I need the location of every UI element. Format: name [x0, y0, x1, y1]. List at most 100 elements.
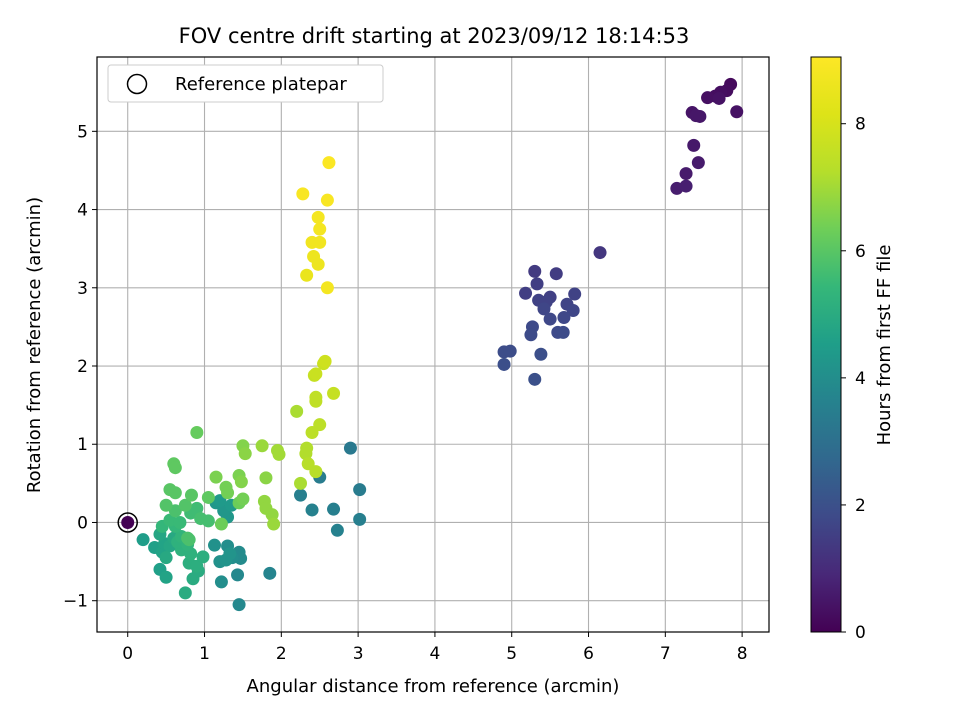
colorbar-gradient — [810, 56, 842, 633]
x-tick-label: 2 — [276, 644, 287, 664]
x-tick-label: 5 — [506, 644, 517, 664]
x-tick-label: 8 — [737, 644, 748, 664]
data-point — [537, 302, 551, 316]
data-point — [236, 492, 250, 506]
data-point — [503, 344, 517, 358]
colorbar-ticks: 0 2 4 6 8 — [841, 115, 866, 643]
x-tick-label: 7 — [660, 644, 671, 664]
data-point — [311, 210, 325, 224]
colorbar-label: Hours from first FF file — [874, 245, 895, 446]
data-point — [534, 347, 548, 361]
x-tick-label: 1 — [199, 644, 210, 664]
colorbar-tick-label: 6 — [855, 242, 866, 262]
y-axis-label: Rotation from reference (arcmin) — [24, 197, 45, 493]
y-axis-ticks: −1 0 1 2 3 4 5 — [63, 122, 97, 612]
colorbar-tick-label: 8 — [855, 115, 866, 135]
data-point — [121, 515, 135, 529]
data-point — [214, 575, 228, 589]
x-axis-ticks: 0 1 2 3 4 5 6 7 8 — [122, 632, 748, 664]
y-tick-label: 5 — [77, 122, 88, 142]
data-point — [159, 570, 173, 584]
y-tick-label: 2 — [77, 357, 88, 377]
data-point — [730, 105, 744, 119]
data-point — [232, 598, 246, 612]
data-point — [159, 551, 173, 565]
data-point — [320, 281, 334, 295]
x-tick-label: 4 — [430, 644, 441, 664]
y-tick-label: 4 — [77, 201, 88, 221]
data-point — [178, 498, 192, 512]
data-point — [221, 486, 235, 500]
data-point — [201, 514, 215, 528]
data-point — [223, 547, 237, 561]
data-point — [528, 264, 542, 278]
data-point — [178, 586, 192, 600]
data-point — [549, 267, 563, 281]
data-point — [557, 311, 571, 325]
data-point — [327, 502, 341, 516]
data-point — [318, 354, 332, 368]
data-point — [343, 441, 357, 455]
colorbar-tick-label: 2 — [855, 496, 866, 516]
data-point — [712, 91, 726, 105]
data-point — [201, 490, 215, 504]
data-point — [190, 426, 204, 440]
data-point — [294, 488, 308, 502]
data-points — [117, 77, 744, 612]
data-point — [259, 471, 273, 485]
chart-title: FOV centre drift starting at 2023/09/12 … — [179, 24, 690, 48]
data-point — [168, 486, 182, 500]
data-point — [238, 447, 252, 461]
data-point — [353, 483, 367, 497]
data-point — [196, 550, 210, 564]
colorbar-tick-label: 0 — [855, 623, 866, 643]
data-point — [184, 488, 198, 502]
data-point — [272, 447, 286, 461]
data-point — [294, 476, 308, 490]
data-point — [168, 461, 182, 475]
y-tick-label: 1 — [77, 435, 88, 455]
data-point — [593, 246, 607, 260]
data-point — [322, 156, 336, 170]
data-point — [524, 328, 538, 342]
y-tick-label: 3 — [77, 279, 88, 299]
data-point — [313, 235, 327, 249]
data-point — [568, 287, 582, 301]
data-point — [691, 156, 705, 170]
data-point — [299, 447, 313, 461]
data-point — [679, 179, 693, 193]
y-tick-label: 0 — [77, 513, 88, 533]
data-point — [263, 566, 277, 580]
data-point — [701, 91, 715, 105]
data-point — [255, 439, 269, 453]
data-point — [234, 475, 248, 489]
data-point — [679, 167, 693, 181]
colorbar-tick-label: 4 — [855, 369, 866, 389]
legend-box — [107, 64, 384, 103]
data-point — [543, 312, 557, 326]
data-point — [231, 568, 245, 582]
data-point — [327, 386, 341, 400]
data-point — [159, 498, 173, 512]
data-point — [519, 286, 533, 300]
data-point — [290, 404, 304, 418]
grid-lines — [97, 57, 769, 632]
data-point — [209, 470, 223, 484]
plot-frame — [96, 56, 770, 633]
data-point — [173, 515, 187, 529]
y-tick-label: −1 — [63, 592, 88, 612]
data-point — [566, 303, 580, 317]
x-tick-label: 0 — [122, 644, 133, 664]
data-point — [305, 503, 319, 517]
data-point — [313, 222, 327, 236]
data-point — [687, 138, 701, 152]
data-point — [309, 465, 323, 479]
reference-marker — [117, 512, 138, 533]
data-point — [267, 517, 281, 531]
x-tick-label: 6 — [583, 644, 594, 664]
data-point — [320, 193, 334, 207]
data-point — [693, 109, 707, 123]
data-point — [136, 533, 150, 547]
legend-label: Reference platepar — [175, 74, 347, 95]
data-point — [497, 357, 511, 371]
